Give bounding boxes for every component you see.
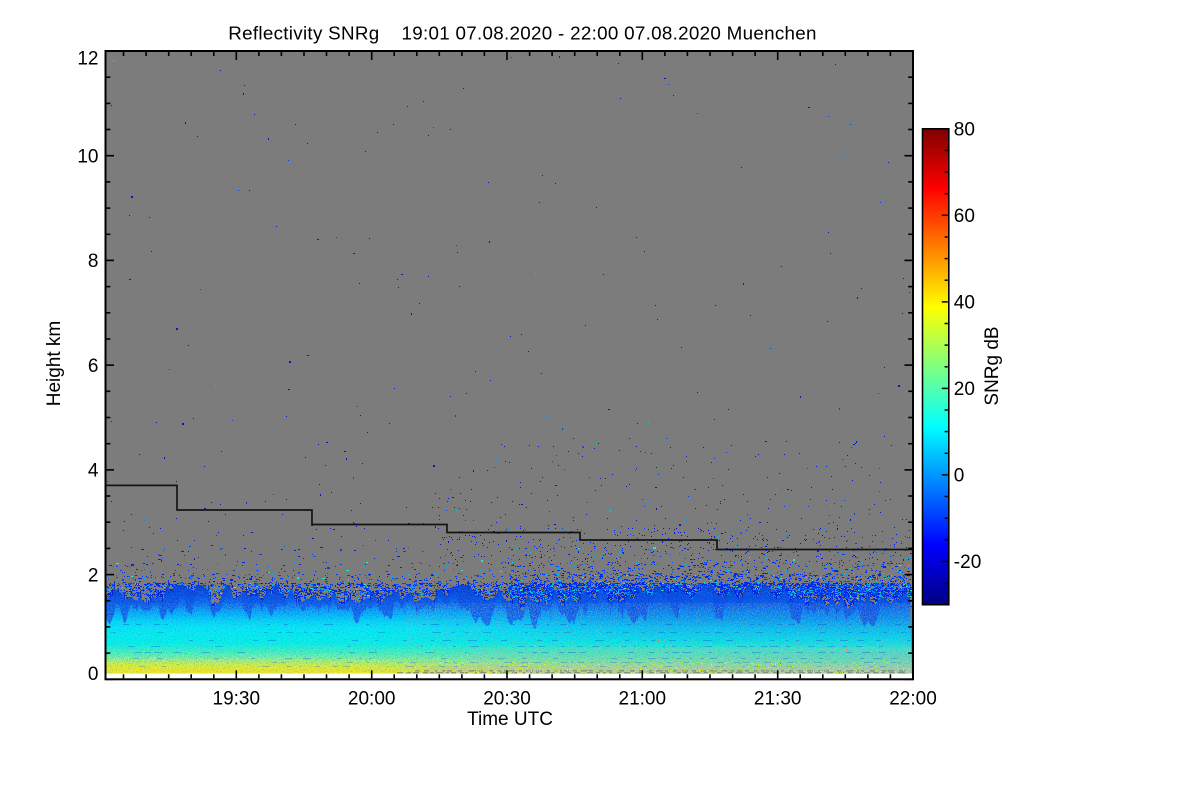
- svg-text:SNRg dB: SNRg dB: [982, 326, 1003, 405]
- svg-text:0: 0: [954, 466, 965, 487]
- svg-text:19:30: 19:30: [213, 689, 261, 710]
- svg-text:8: 8: [88, 251, 99, 272]
- svg-text:10: 10: [77, 147, 98, 168]
- svg-text:20: 20: [954, 379, 975, 400]
- svg-text:4: 4: [88, 461, 99, 482]
- svg-text:21:00: 21:00: [619, 689, 667, 710]
- svg-text:Height km: Height km: [44, 321, 65, 407]
- svg-text:Reflectivity SNRg 19:01 07.: Reflectivity SNRg 19:01 07.08.2020 - 22:…: [228, 22, 817, 43]
- svg-text:2: 2: [88, 565, 99, 586]
- svg-text:22:00: 22:00: [889, 689, 937, 710]
- svg-text:20:30: 20:30: [483, 689, 531, 710]
- svg-text:0: 0: [88, 664, 99, 685]
- svg-text:Time UTC: Time UTC: [467, 709, 553, 730]
- svg-text:21:30: 21:30: [754, 689, 802, 710]
- svg-text:60: 60: [954, 206, 975, 227]
- svg-text:12: 12: [77, 49, 98, 70]
- svg-text:6: 6: [88, 356, 99, 377]
- svg-text:40: 40: [954, 293, 975, 314]
- svg-text:-20: -20: [954, 552, 981, 573]
- svg-text:20:00: 20:00: [348, 689, 396, 710]
- svg-text:80: 80: [954, 120, 975, 141]
